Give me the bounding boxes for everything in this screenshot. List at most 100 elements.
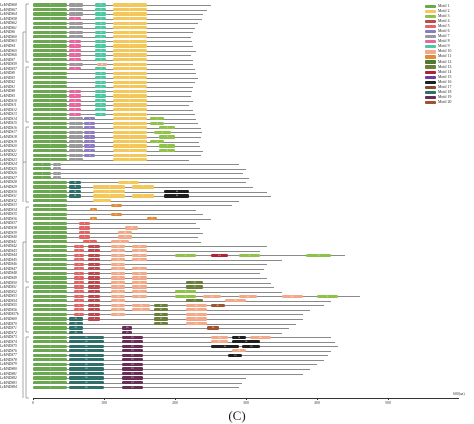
gene-name: LcMADS7: [0, 57, 15, 62]
motif-5-box: 5: [74, 303, 85, 307]
gene-row: LcMADS69 1 18 4 13 10: [0, 317, 474, 321]
motif-3-box: 3: [150, 121, 165, 125]
motif-1-box: 1: [33, 235, 68, 239]
legend-swatch: [425, 70, 436, 74]
gene-row: LcMADS64 1 7 9 2: [0, 12, 474, 16]
legend-label: Motif 7: [438, 34, 450, 39]
motif-2-box: 2: [112, 112, 147, 116]
motif-1-box: 1: [33, 358, 68, 362]
gene-name: LcMADS71: [0, 326, 17, 331]
motif-5-box: 5: [74, 271, 85, 276]
motif-1-box: 1: [33, 148, 68, 153]
protein-length-line: [33, 36, 191, 38]
motif-9-box: 9: [95, 44, 107, 48]
gene-row: LcMADS74 1 18 19 10 16: [0, 340, 474, 344]
motif-1-box: 1: [33, 230, 68, 235]
motif-10-box: 10: [132, 280, 147, 285]
motif-1-box: 1: [33, 30, 68, 34]
motif-7-box: 7: [52, 176, 62, 180]
motif-6-box: 6: [84, 144, 96, 148]
legend-swatch: [425, 85, 436, 89]
motif-7-box: 7: [68, 12, 83, 16]
motif-1-box: 1: [33, 53, 68, 57]
motif-5-box: 5: [74, 258, 85, 262]
gene-row: LcMADS81 1 18 19: [0, 372, 474, 376]
motif-13-box: 13: [153, 321, 168, 326]
motif-7-box: 7: [68, 144, 83, 148]
gene-row: LcMADS59 1 7 10 2: [0, 62, 474, 66]
motif-10-box: 10: [111, 258, 126, 262]
legend-label: Motif 15: [438, 74, 452, 79]
motif-6-box: 6: [84, 121, 96, 125]
motif-13-box: 13: [153, 317, 168, 321]
motif-1-box: 1: [33, 112, 68, 116]
gene-name: LcMADS45: [0, 257, 17, 262]
gene-row: LcMADS68 1 7 9 2: [0, 3, 474, 7]
gene-row: LcMADS51 1 5 4 10 10 13: [0, 285, 474, 289]
gene-row: LcMADS38 1 5 10: [0, 226, 474, 230]
gene-name: LcMADS57: [0, 66, 17, 71]
gene-name: LcMADS23: [0, 157, 17, 162]
motif-1-box: 1: [33, 381, 68, 385]
gene-row: LcMADS26 1 7: [0, 171, 474, 175]
gene-row: LcMADS17 1 7 6 2 3: [0, 130, 474, 134]
axis-tick-label: 300: [243, 401, 249, 405]
motif-10-box: 10: [111, 303, 126, 307]
motif-16-box: 16: [210, 344, 239, 348]
motif-1-box: 1: [33, 308, 68, 312]
motif-1-box: 1: [33, 44, 68, 48]
motif-9-box: 9: [95, 53, 107, 57]
gene-row: LcMADS14 1 7 6 2 3: [0, 117, 474, 121]
motif-4-box: 4: [88, 253, 101, 257]
motif-2-box: 2: [112, 139, 147, 144]
motif-19-box: 19: [121, 353, 144, 357]
motif-18-box: 18: [68, 362, 104, 367]
motif-1-box: 1: [33, 71, 68, 75]
motif-10-box: 10: [249, 335, 271, 339]
motif-7-box: 7: [68, 139, 83, 144]
gene-name: LcMADS35: [0, 212, 17, 217]
gene-name: LcMADS61: [0, 25, 17, 30]
gene-row: LcMADS27 1 7: [0, 176, 474, 180]
gene-row: LcMADS58 1 8 9 2: [0, 17, 474, 21]
protein-length-line: [33, 164, 239, 166]
motif-20-box: 20: [210, 303, 225, 307]
motif-1-box: 1: [33, 76, 68, 80]
gene-name: LcMADS55: [0, 303, 17, 308]
motif-1-box: 1: [33, 376, 68, 380]
gene-row: LcMADS67 1 7 9 2: [0, 8, 474, 12]
legend-item: Motif 16: [425, 80, 471, 85]
axis-tick-label: 400: [314, 401, 320, 405]
gene-row: LcMADS72 1 18 19: [0, 331, 474, 335]
gene-row: LcMADS77 1 18 19 16: [0, 353, 474, 357]
protein-length-line: [33, 364, 317, 366]
legend-label: Motif 4: [438, 19, 450, 24]
motif-2-box: 2: [132, 194, 154, 198]
gene-name: LcMADS19: [0, 139, 17, 144]
legend-swatch: [425, 80, 436, 84]
protein-length-line: [33, 182, 246, 184]
motif-8-box: 8: [68, 48, 82, 53]
motif-18-box: 18: [68, 340, 104, 344]
motif-3-box: 3: [159, 148, 175, 153]
motif-2-box: 2: [112, 48, 147, 53]
legend-swatch: [425, 9, 436, 14]
gene-row: LcMADS39 1 5 10: [0, 231, 474, 235]
motif-3-box: 3: [150, 139, 165, 144]
gene-name: LcMADS30: [0, 189, 17, 194]
motif-19-box: 19: [121, 344, 144, 348]
gene-row: LcMADS4 1 8 9 2: [0, 44, 474, 48]
gene-row: LcMADS19 1 7 6 2 3: [0, 140, 474, 144]
motif-8-box: 8: [68, 39, 82, 43]
motif-1-box: 1: [33, 371, 68, 376]
motif-10-box: 10: [132, 267, 147, 271]
motif-7-box: 7: [68, 30, 83, 34]
motif-2-box: 2: [112, 7, 147, 12]
gene-row: LcMADS73 1 18 19 10 16 10: [0, 335, 474, 339]
motif-6-box: 6: [84, 148, 96, 153]
gene-name: LcMADS57b: [0, 312, 19, 317]
gene-name: LcMADS50: [0, 280, 17, 285]
motif-3-box: 3: [317, 294, 339, 298]
motif-2-box: 2: [112, 67, 147, 71]
